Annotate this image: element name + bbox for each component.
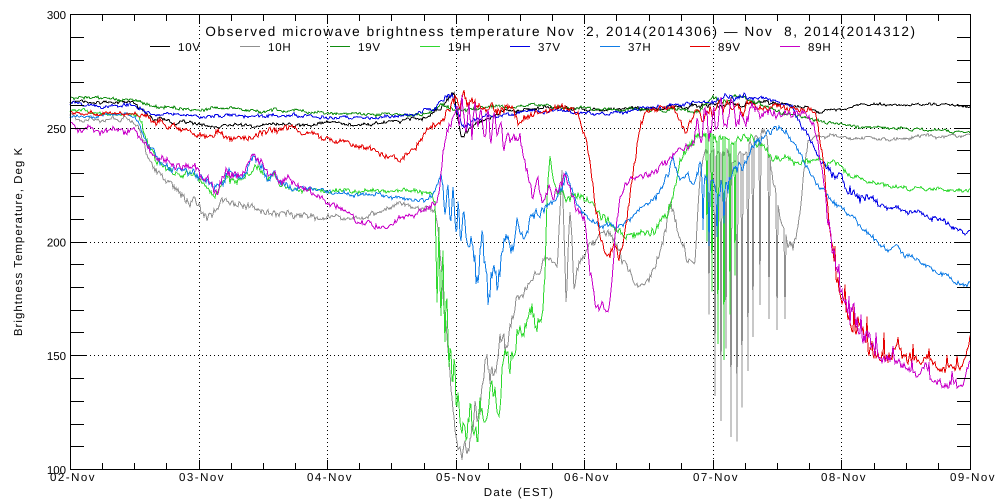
svg-text:06-Nov: 06-Nov [564, 472, 610, 484]
svg-text:37H: 37H [628, 42, 652, 54]
svg-text:05-Nov: 05-Nov [436, 472, 482, 484]
svg-text:100: 100 [47, 465, 66, 477]
svg-text:Observed microwave brightness: Observed microwave brightness temperatur… [205, 24, 916, 39]
svg-text:Date (EST): Date (EST) [484, 487, 555, 499]
svg-text:19V: 19V [358, 42, 381, 54]
svg-text:09-Nov: 09-Nov [950, 472, 996, 484]
svg-text:37V: 37V [538, 42, 561, 54]
svg-text:200: 200 [47, 238, 66, 250]
svg-text:08-Nov: 08-Nov [821, 472, 867, 484]
svg-text:04-Nov: 04-Nov [307, 472, 353, 484]
svg-text:10H: 10H [268, 42, 292, 54]
svg-text:Brightness Temperature, Deg K: Brightness Temperature, Deg K [13, 147, 25, 336]
svg-text:300: 300 [47, 10, 66, 22]
svg-text:02-Nov: 02-Nov [50, 472, 96, 484]
svg-text:250: 250 [47, 124, 66, 136]
svg-text:19H: 19H [448, 42, 472, 54]
svg-text:07-Nov: 07-Nov [693, 472, 739, 484]
svg-text:10V: 10V [178, 42, 201, 54]
svg-text:150: 150 [47, 351, 66, 363]
svg-text:03-Nov: 03-Nov [179, 472, 225, 484]
svg-text:89H: 89H [808, 42, 832, 54]
svg-text:89V: 89V [718, 42, 741, 54]
